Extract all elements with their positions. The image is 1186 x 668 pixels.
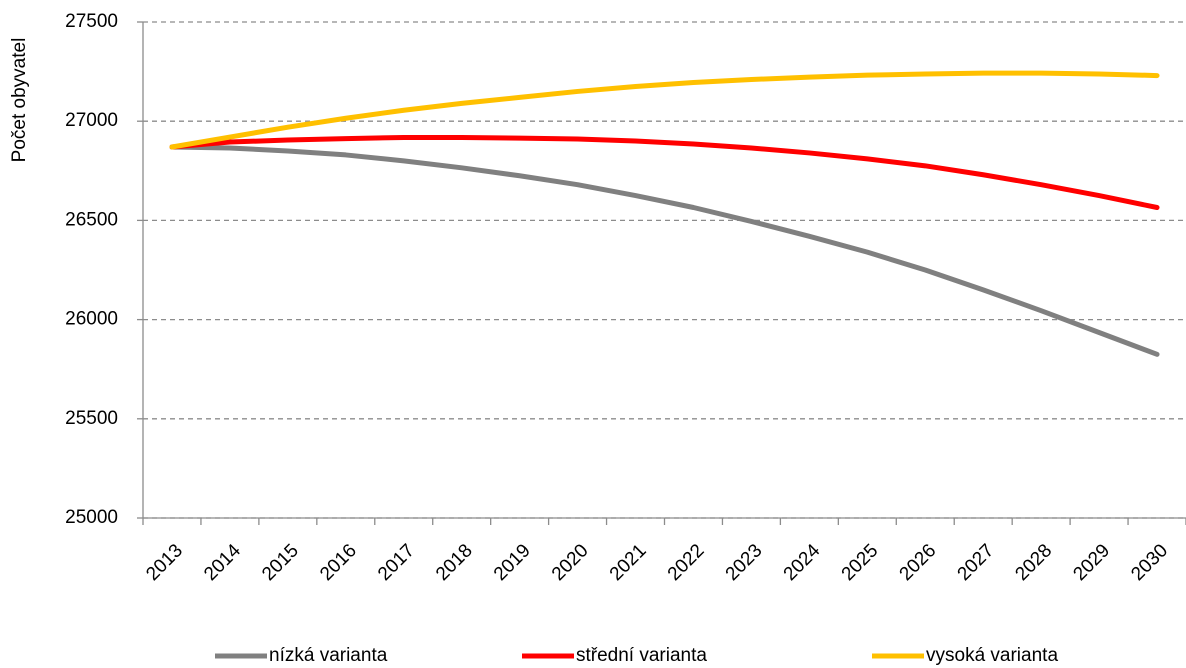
x-tick-label: 2026 xyxy=(896,540,941,585)
x-tick-label: 2025 xyxy=(838,540,883,585)
y-tick-label: 26500 xyxy=(65,209,118,230)
line-series xyxy=(169,144,1160,357)
y-axis-label: Počet obyvatel xyxy=(9,38,30,163)
x-tick-label: 2027 xyxy=(954,540,999,585)
x-tick-label: 2022 xyxy=(664,540,709,585)
line-series xyxy=(169,134,1160,211)
x-tick-label: 2014 xyxy=(200,540,245,585)
x-tick-label: 2023 xyxy=(722,540,767,585)
y-tick-label: 27000 xyxy=(65,110,118,131)
x-tick-label: 2018 xyxy=(432,540,477,585)
x-tick-label: 2020 xyxy=(548,540,593,585)
x-tick-label: 2024 xyxy=(780,540,825,585)
line-series xyxy=(169,70,1160,150)
legend-label: nízká varianta xyxy=(269,645,388,666)
x-tick-label: 2015 xyxy=(258,540,303,585)
x-tick-label: 2013 xyxy=(142,540,187,585)
legend-label: střední varianta xyxy=(576,645,707,666)
y-tick-label: 27500 xyxy=(65,11,118,32)
x-tick-label: 2021 xyxy=(606,540,651,585)
x-tick-label: 2029 xyxy=(1069,540,1114,585)
x-tick-label: 2019 xyxy=(490,540,535,585)
x-tick-label: 2016 xyxy=(316,540,361,585)
x-tick-label: 2028 xyxy=(1011,540,1056,585)
y-tick-label: 26000 xyxy=(65,309,118,330)
x-tick-label: 2017 xyxy=(374,540,419,585)
legend-label: vysoká varianta xyxy=(926,645,1058,666)
y-tick-label: 25000 xyxy=(65,507,118,528)
x-tick-label: 2030 xyxy=(1127,540,1172,585)
y-tick-label: 25500 xyxy=(65,408,118,429)
